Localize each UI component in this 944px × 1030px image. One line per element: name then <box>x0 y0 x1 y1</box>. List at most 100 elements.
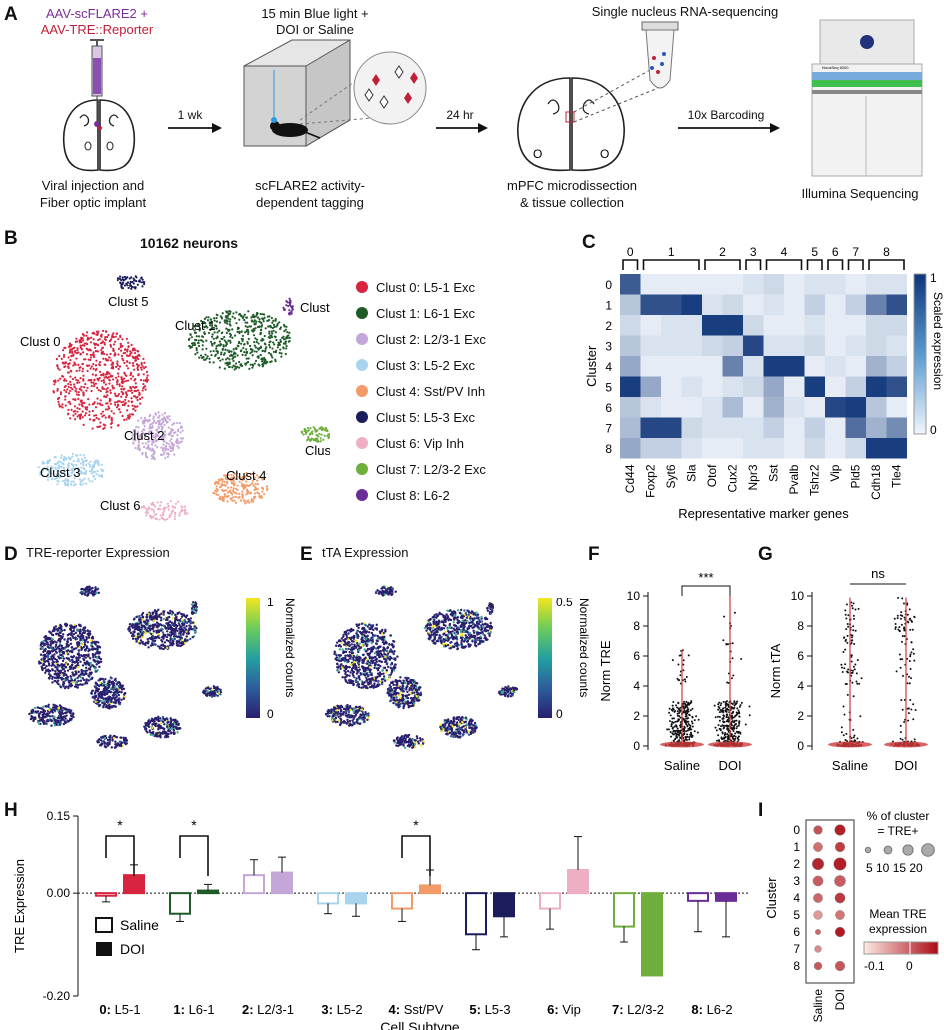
heat-row-label: 5 <box>605 381 612 395</box>
y-axis-label: Norm tTA <box>768 643 783 698</box>
row-label: 6 <box>793 925 800 939</box>
heat-row-label: 3 <box>605 340 612 354</box>
size-legend-dot <box>883 845 893 855</box>
heat-cell <box>784 376 805 397</box>
gene-label: Sst <box>767 464 781 482</box>
significance-label: ns <box>871 566 885 581</box>
y-tick-label: 2 <box>633 709 640 723</box>
heat-cell <box>702 438 723 459</box>
heat-cell <box>763 376 784 397</box>
y-tick-label: 2 <box>797 709 804 723</box>
heat-cell <box>866 438 887 459</box>
category-number: 8: <box>691 1002 703 1017</box>
y-axis-label: Cluster <box>764 877 779 919</box>
heat-cell <box>743 417 764 438</box>
cluster-7-feature-points <box>497 685 519 698</box>
heat-cell <box>784 294 805 315</box>
gene-group-label: 2 <box>719 245 726 259</box>
heat-cell <box>661 315 682 336</box>
color-legend-title: expression <box>869 922 927 936</box>
legend-label: Clust 8: L6-2 <box>376 487 450 503</box>
heat-cell <box>784 335 805 356</box>
svg-text:O: O <box>533 147 542 161</box>
heat-cell <box>681 438 702 459</box>
sequencer-label: NovaSeq 6000 <box>822 65 849 70</box>
heat-cell <box>640 274 661 295</box>
row-label: 4 <box>793 891 800 905</box>
heat-cell <box>640 438 661 459</box>
tre-expression-bar-chart: 0.15 0.00 -0.20 TRE Expression 0: L5-1 1: L6-… <box>12 809 748 1030</box>
panel-label-c: C <box>582 232 596 253</box>
cluster-2-map-label: Clust 2 <box>124 428 164 443</box>
gene-label: Syt6 <box>664 464 678 488</box>
arrow-2-icon <box>436 123 488 133</box>
cluster-1-map-label: Clust 1 <box>175 318 215 333</box>
legend-swatch <box>356 411 368 423</box>
heat-cell <box>743 315 764 336</box>
gene-label: Cdh18 <box>869 464 883 500</box>
significance-label: * <box>413 817 419 833</box>
cluster-1-feature-points <box>423 608 494 651</box>
bar-saline <box>169 892 191 915</box>
step1-caption-1: Viral injection and <box>41 178 145 193</box>
legend-item-cluster-7: Clust 7: L2/3-2 Exc <box>356 456 576 482</box>
heat-cell <box>845 335 866 356</box>
category-number: 0: <box>99 1002 111 1017</box>
heat-cell <box>804 294 825 315</box>
y-tick-label: 8 <box>797 619 804 633</box>
heat-cell <box>743 397 764 418</box>
violin-base-saline <box>828 741 872 748</box>
x-category-label: Saline <box>832 758 868 773</box>
cluster-7-feature-points <box>201 685 223 698</box>
heat-cell <box>661 417 682 438</box>
y-tick-label: 0 <box>797 739 804 753</box>
heat-cell <box>743 356 764 377</box>
legend-doi-label: DOI <box>120 941 145 957</box>
cluster-5-feature-points <box>79 585 101 597</box>
tre-cbar-min: 0 <box>267 707 274 721</box>
heat-cell <box>702 397 723 418</box>
heat-cell <box>620 294 641 315</box>
cluster-5-feature-points <box>374 585 397 597</box>
tre-colorbar: 1 0 Normalized counts <box>246 598 297 721</box>
heat-cell <box>661 397 682 418</box>
bar-saline <box>95 892 117 897</box>
step2-caption-1: scFLARE2 activity- <box>255 178 365 193</box>
legend-swatch <box>356 307 368 319</box>
colorbar-tick: 0 <box>930 423 937 437</box>
norm-tre-strip-plot: 0 2 4 6 8 10 Norm TRE Saline DOI *** <box>598 570 752 773</box>
heat-cell <box>784 356 805 377</box>
heat-cell <box>722 274 743 295</box>
heat-cell <box>825 376 846 397</box>
gene-label: Cd44 <box>623 464 637 493</box>
heat-cell <box>763 438 784 459</box>
dot <box>835 910 845 920</box>
heat-cell <box>784 438 805 459</box>
dot <box>833 857 847 871</box>
y-tick-label: 4 <box>797 679 804 693</box>
heat-cell <box>681 356 702 377</box>
bar-saline <box>539 892 561 910</box>
legend-saline-label: Saline <box>120 917 159 933</box>
violin-base-saline <box>660 741 704 748</box>
heat-cell <box>640 376 661 397</box>
violin-base-doi <box>708 741 752 748</box>
y-axis-label: Norm TRE <box>598 640 613 701</box>
gene-label: Vip <box>828 464 842 481</box>
cluster-0-points <box>52 329 149 430</box>
x-category-label: Saline <box>664 758 700 773</box>
tta-umap-plot <box>324 585 519 749</box>
heat-cell <box>845 376 866 397</box>
y-tick-label: 0 <box>633 739 640 753</box>
heat-cell <box>661 335 682 356</box>
column-label: DOI <box>833 989 847 1010</box>
heat-cell <box>886 315 907 336</box>
category-name: L6-2 <box>703 1002 733 1017</box>
gene-group-bracket <box>622 259 639 270</box>
gene-group-bracket <box>868 259 905 270</box>
panel-a-artwork: O O NovaSeq 600 <box>62 19 923 177</box>
gene-group-label: 7 <box>852 245 859 259</box>
legend-swatch <box>356 437 368 449</box>
legend-item-cluster-3: Clust 3: L5-2 Exc <box>356 352 576 378</box>
heat-cell <box>866 274 887 295</box>
